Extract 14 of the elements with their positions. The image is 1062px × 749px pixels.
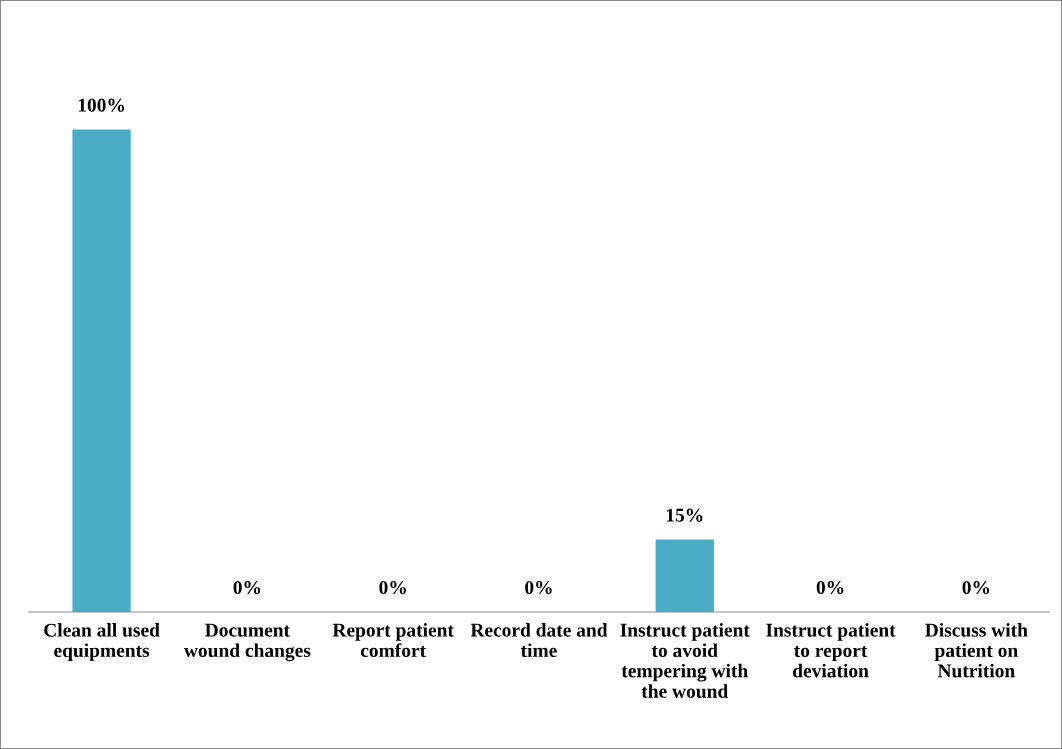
x-tick-label: Clean all used equipments — [44, 623, 160, 662]
data-label: 0% — [379, 580, 406, 595]
data-label: 0% — [525, 580, 552, 595]
x-tick-label: Instruct patient to avoid tempering with the wound — [620, 623, 750, 698]
data-label: 0% — [233, 580, 261, 595]
x-tick-label: Document wound changes — [183, 623, 311, 662]
x-tick-label: Record date and time — [470, 623, 608, 658]
x-tick-label: Instruct patient to report deviation — [766, 623, 896, 678]
data-label: 0% — [816, 580, 844, 595]
data-label: 100% — [78, 98, 125, 112]
data-label: 15% — [666, 508, 703, 522]
x-tick-label: Report patient comfort — [332, 623, 454, 658]
data-label: 0% — [962, 580, 990, 595]
x-tick-label: Discuss with patient on Nutrition — [925, 623, 1028, 678]
